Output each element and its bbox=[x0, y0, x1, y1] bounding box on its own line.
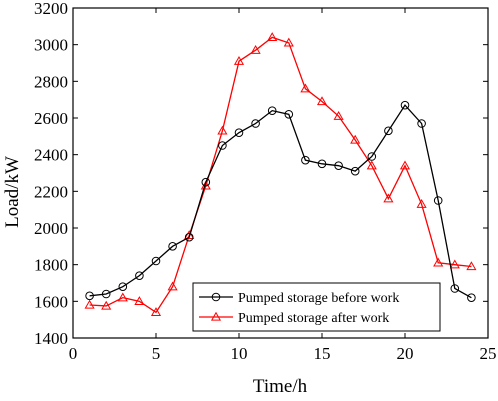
data-point bbox=[350, 134, 361, 144]
data-point bbox=[433, 257, 444, 267]
data-point bbox=[118, 282, 128, 291]
x-tick-label: 25 bbox=[480, 344, 497, 363]
data-point bbox=[134, 296, 145, 305]
y-tick-label: 1600 bbox=[34, 292, 68, 311]
data-point bbox=[184, 232, 194, 242]
legend: Pumped storage before work Pumped storage… bbox=[192, 282, 441, 332]
data-point bbox=[466, 261, 477, 271]
data-point bbox=[217, 125, 228, 135]
x-tick-label: 0 bbox=[69, 344, 78, 363]
data-point bbox=[334, 161, 343, 170]
data-point bbox=[151, 256, 161, 266]
data-point bbox=[201, 177, 211, 187]
data-point bbox=[367, 152, 377, 161]
data-point bbox=[383, 193, 394, 203]
data-point bbox=[117, 292, 128, 302]
legend-box bbox=[192, 282, 441, 332]
data-point bbox=[300, 83, 311, 93]
data-point bbox=[218, 141, 227, 150]
series-line bbox=[89, 104, 472, 299]
data-point bbox=[267, 106, 277, 115]
data-point bbox=[101, 300, 112, 310]
data-point bbox=[135, 271, 144, 280]
legend-label: Pumped storage before work bbox=[238, 291, 399, 306]
data-point bbox=[283, 37, 294, 47]
data-point bbox=[433, 196, 443, 205]
data-point bbox=[384, 126, 393, 136]
data-point bbox=[399, 160, 411, 170]
axes: 0 5 10 15 20 25 1400 1600 1800 2000 2200 2400 2600 28… bbox=[34, 0, 497, 363]
data-point bbox=[350, 166, 360, 176]
data-point bbox=[467, 293, 476, 302]
x-tick-label: 10 bbox=[231, 344, 248, 363]
y-tick-label: 2800 bbox=[34, 72, 68, 91]
legend-marker bbox=[210, 311, 222, 321]
data-point bbox=[85, 291, 94, 301]
y-tick-label: 3200 bbox=[34, 0, 68, 18]
data-point bbox=[167, 281, 178, 291]
data-point bbox=[301, 155, 310, 165]
legend-marker bbox=[211, 292, 221, 302]
data-point bbox=[267, 32, 278, 41]
y-tick-label: 2000 bbox=[34, 219, 68, 238]
series-line bbox=[89, 36, 472, 314]
data-point bbox=[333, 110, 344, 120]
y-tick-label: 2600 bbox=[34, 109, 68, 128]
data-point bbox=[150, 307, 162, 316]
data-point bbox=[416, 198, 427, 208]
data-point bbox=[250, 44, 261, 54]
x-tick-label: 20 bbox=[397, 344, 414, 363]
data-point bbox=[84, 299, 95, 309]
data-point bbox=[101, 289, 111, 299]
x-axis-label: Time/h bbox=[253, 376, 308, 397]
data-point bbox=[168, 242, 177, 251]
data-point bbox=[449, 259, 460, 269]
data-point bbox=[316, 96, 328, 106]
y-tick-label: 1400 bbox=[34, 329, 68, 348]
y-tick-label: 3000 bbox=[34, 36, 68, 55]
data-point bbox=[400, 100, 410, 110]
data-point bbox=[317, 159, 327, 169]
plot-marks bbox=[84, 32, 477, 316]
data-point bbox=[184, 230, 195, 239]
legend-label: Pumped storage after work bbox=[238, 311, 389, 326]
data-point bbox=[284, 110, 294, 119]
plot-frame bbox=[72, 7, 489, 339]
data-point bbox=[366, 160, 377, 170]
y-tick-label: 1800 bbox=[34, 256, 68, 275]
data-point bbox=[233, 55, 245, 65]
y-axis-label: Load/kW bbox=[2, 156, 23, 228]
y-tick-label: 2400 bbox=[34, 146, 68, 165]
data-point bbox=[234, 128, 244, 137]
x-tick-label: 15 bbox=[314, 344, 331, 363]
data-point bbox=[450, 284, 460, 293]
data-point bbox=[251, 119, 260, 128]
x-tick-label: 5 bbox=[152, 344, 161, 363]
y-tick-label: 2200 bbox=[34, 182, 68, 201]
data-point bbox=[417, 119, 426, 128]
